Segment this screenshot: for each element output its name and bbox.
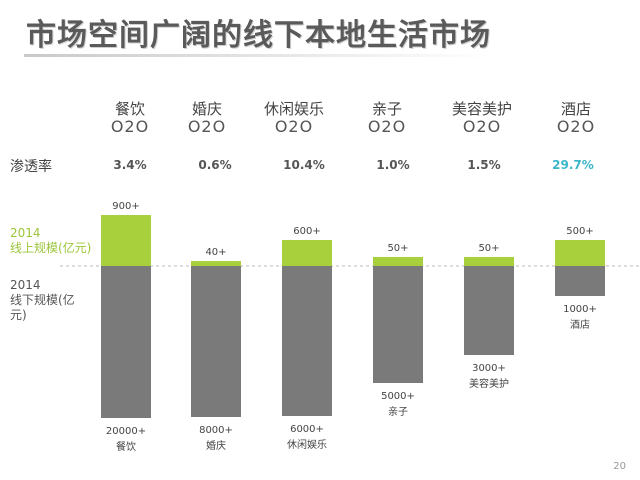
offline-bar bbox=[555, 266, 605, 296]
category-header: 婚庆 O2O bbox=[157, 100, 257, 136]
offline-category-label: 餐饮 bbox=[116, 440, 136, 453]
penetration-value: 0.6% bbox=[198, 158, 232, 172]
online-bar bbox=[101, 215, 151, 266]
online-value-label: 900+ bbox=[112, 201, 139, 212]
online-bar bbox=[373, 257, 423, 266]
offline-bar bbox=[101, 266, 151, 418]
category-name: 婚庆 bbox=[191, 100, 222, 118]
penetration-value: 3.4% bbox=[113, 158, 147, 172]
offline-category-label: 酒店 bbox=[570, 318, 590, 331]
offline-year: 2014 bbox=[10, 278, 41, 292]
offline-category-label: 亲子 bbox=[388, 405, 408, 418]
online-value-label: 50+ bbox=[387, 243, 408, 254]
category-sub: O2O bbox=[462, 117, 502, 136]
offline-value-label: 8000+ bbox=[199, 425, 233, 436]
offline-value-label: 6000+ bbox=[290, 424, 324, 435]
offline-scale-label: 2014 线下规模(亿 元) bbox=[10, 278, 75, 323]
category-header: 休闲娱乐 O2O bbox=[244, 100, 344, 136]
slide-number: 20 bbox=[613, 461, 626, 472]
offline-category-label: 休闲娱乐 bbox=[287, 438, 327, 451]
offline-value-label: 1000+ bbox=[563, 304, 597, 315]
penetration-value: 1.0% bbox=[376, 158, 410, 172]
online-year: 2014 bbox=[10, 226, 41, 240]
penetration-value: 10.4% bbox=[283, 158, 325, 172]
category-sub: O2O bbox=[367, 117, 407, 136]
offline-category-label: 美容美护 bbox=[469, 377, 509, 390]
penetration-label: 渗透率 bbox=[10, 159, 52, 175]
offline-category-label: 婚庆 bbox=[206, 439, 226, 452]
category-sub: O2O bbox=[556, 117, 596, 136]
penetration-value: 1.5% bbox=[467, 158, 501, 172]
category-header: 酒店 O2O bbox=[526, 100, 626, 136]
category-name: 美容美护 bbox=[451, 100, 512, 118]
offline-desc: 线下规模(亿 bbox=[10, 293, 75, 307]
online-value-label: 500+ bbox=[566, 226, 593, 237]
offline-bar bbox=[373, 266, 423, 383]
offline-value-label: 3000+ bbox=[472, 363, 506, 374]
title-underline bbox=[24, 54, 494, 57]
offline-value-label: 5000+ bbox=[381, 391, 415, 402]
offline-desc-cont: 元) bbox=[10, 308, 27, 322]
online-bar bbox=[464, 257, 514, 266]
category-sub: O2O bbox=[274, 117, 314, 136]
online-value-label: 40+ bbox=[205, 247, 226, 258]
offline-bar bbox=[282, 266, 332, 416]
online-value-label: 600+ bbox=[293, 226, 320, 237]
offline-bar bbox=[464, 266, 514, 355]
online-scale-label: 2014 线上规模(亿元) bbox=[10, 226, 91, 256]
online-bar bbox=[555, 240, 605, 266]
category-name: 酒店 bbox=[560, 100, 591, 118]
category-name: 餐饮 bbox=[114, 100, 145, 118]
category-header: 亲子 O2O bbox=[337, 100, 437, 136]
online-value-label: 50+ bbox=[478, 243, 499, 254]
offline-value-label: 20000+ bbox=[106, 426, 146, 437]
category-header: 餐饮 O2O bbox=[80, 100, 180, 136]
category-name: 亲子 bbox=[371, 100, 402, 118]
online-desc: 线上规模(亿元) bbox=[10, 241, 92, 255]
offline-bar bbox=[191, 266, 241, 417]
category-header: 美容美护 O2O bbox=[432, 100, 532, 136]
online-bar bbox=[191, 261, 241, 266]
online-bar bbox=[282, 240, 332, 266]
category-name: 休闲娱乐 bbox=[263, 100, 324, 118]
category-sub: O2O bbox=[187, 117, 227, 136]
page-title: 市场空间广阔的线下本地生活市场 bbox=[26, 18, 491, 53]
category-sub: O2O bbox=[110, 117, 150, 136]
penetration-value-highlight: 29.7% bbox=[552, 158, 594, 172]
